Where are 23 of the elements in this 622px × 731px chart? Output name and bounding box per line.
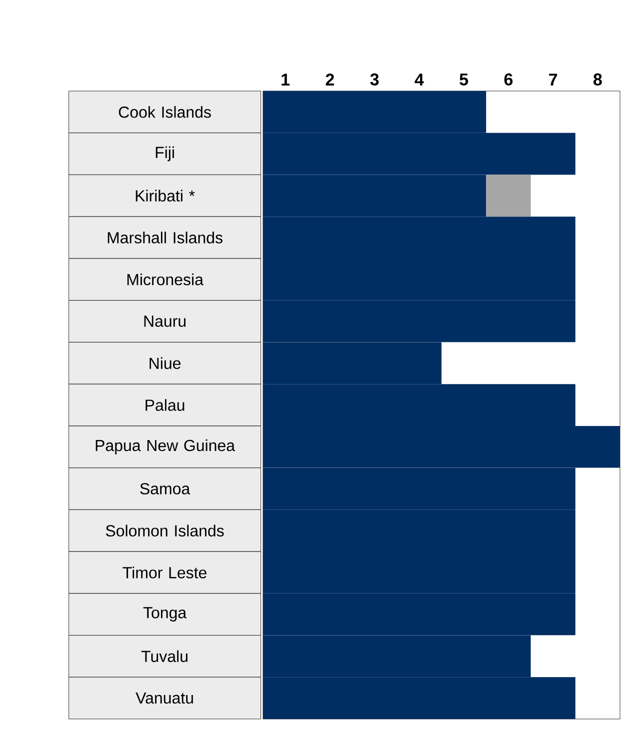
x-tick-label: 1 <box>282 74 290 86</box>
y-tick-label: Micronesia <box>127 274 204 286</box>
y-tick-label: Tonga <box>143 607 187 622</box>
x-tick-label: 3 <box>370 73 379 86</box>
x-tick-label: 4 <box>414 74 424 86</box>
y-tick-label: Palau <box>146 399 184 411</box>
x-tick-label: 5 <box>460 74 468 86</box>
y-tick-label: Fiji <box>156 146 174 162</box>
y-tick-label: Solomon Islands <box>106 524 224 536</box>
x-tick-label: 6 <box>504 73 513 86</box>
y-tick-label: Marshall Islands <box>108 232 222 244</box>
y-tick-label: Tuvalu <box>141 650 188 662</box>
y-tick-label: Cook Islands <box>118 106 211 118</box>
y-tick-label: Nauru <box>144 316 186 327</box>
y-tick-label: Samoa <box>140 483 190 494</box>
y-tick-label: Kiribati * <box>136 190 195 202</box>
y-tick-label: Papua New Guinea <box>96 439 236 454</box>
y-tick-label: Niue <box>150 357 181 370</box>
x-tick-label: 2 <box>326 74 334 86</box>
x-tick-label: 8 <box>593 73 602 86</box>
y-tick-label: Timor Leste <box>122 566 206 578</box>
y-tick-label: Vanuatu <box>136 692 193 704</box>
x-tick-label: 7 <box>549 74 558 86</box>
